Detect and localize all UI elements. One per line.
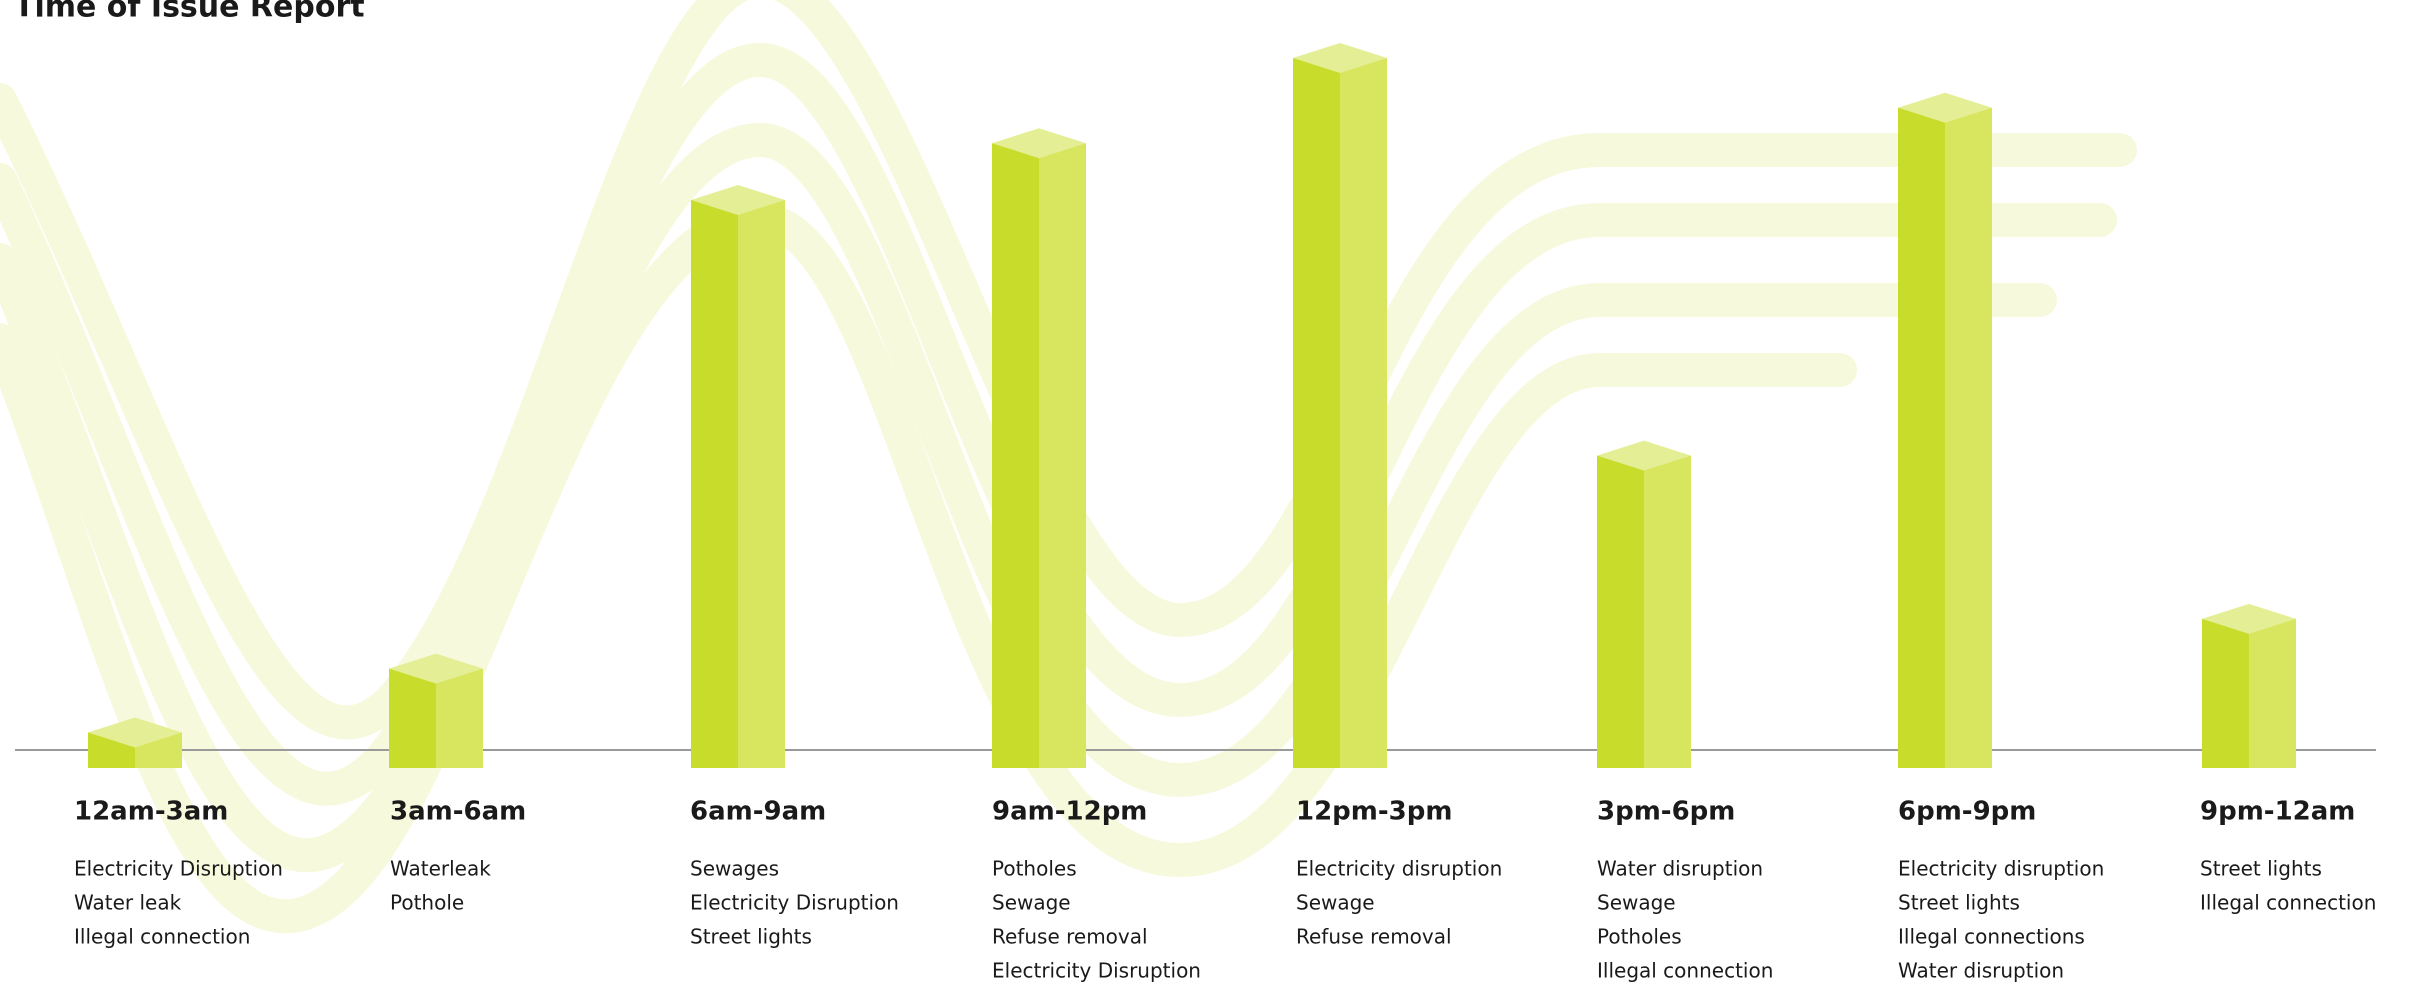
chart-title: Time of Issue Report xyxy=(14,0,365,25)
issue-label: Electricity disruption xyxy=(1296,857,1502,881)
issue-label: Electricity Disruption xyxy=(992,959,1201,983)
issue-label: Refuse removal xyxy=(992,925,1148,949)
bar-top xyxy=(389,653,483,684)
issue-label: Illegal connection xyxy=(1597,959,1773,983)
bar-top xyxy=(1293,43,1387,73)
bar-top xyxy=(1597,440,1691,471)
issue-label: Sewage xyxy=(1597,891,1676,915)
issue-label: Illegal connection xyxy=(2200,891,2376,915)
issue-label: Water leak xyxy=(74,891,182,915)
issue-label: Water disruption xyxy=(1898,959,2064,983)
bar xyxy=(389,668,436,768)
bar xyxy=(691,200,738,768)
issue-label: Street lights xyxy=(1898,891,2020,915)
bar xyxy=(1293,58,1340,768)
bar xyxy=(992,143,1039,768)
issue-label: Sewage xyxy=(992,891,1071,915)
category-label: 3am-6am xyxy=(390,797,526,827)
issue-label: Electricity disruption xyxy=(1898,857,2104,881)
bar-top xyxy=(2202,603,2296,634)
category-label: 9pm-12am xyxy=(2200,797,2355,827)
issue-label: Sewages xyxy=(690,857,779,881)
bar-top xyxy=(1898,92,1992,123)
category-label: 12am-3am xyxy=(74,797,228,827)
bar xyxy=(2202,618,2249,768)
issue-label: Waterleak xyxy=(390,857,491,881)
bar-side xyxy=(2249,618,2296,768)
bar-top xyxy=(88,717,182,748)
bar-side xyxy=(1945,107,1992,768)
issue-label: Refuse removal xyxy=(1296,925,1452,949)
issue-label: Electricity Disruption xyxy=(74,857,283,881)
issue-label: Potholes xyxy=(1597,925,1682,949)
category-label: 12pm-3pm xyxy=(1296,797,1452,827)
bar-side xyxy=(738,200,785,768)
category-label: 3pm-6pm xyxy=(1597,797,1735,827)
bar-side xyxy=(1039,143,1086,768)
bar-side xyxy=(1340,58,1387,768)
issue-label: Electricity Disruption xyxy=(690,891,899,915)
bar xyxy=(1597,455,1644,768)
bar-side xyxy=(436,668,483,768)
bar-side xyxy=(1644,455,1691,768)
issue-label: Illegal connections xyxy=(1898,925,2085,949)
category-label: 6pm-9pm xyxy=(1898,797,2036,827)
bar-top xyxy=(691,185,785,215)
issue-label: Sewage xyxy=(1296,891,1375,915)
issue-label: Water disruption xyxy=(1597,857,1763,881)
bar xyxy=(1898,107,1945,768)
issue-label: Street lights xyxy=(2200,857,2322,881)
category-label: 9am-12pm xyxy=(992,797,1147,827)
bar-top xyxy=(992,128,1086,159)
issue-label: Street lights xyxy=(690,925,812,949)
issue-label: Pothole xyxy=(390,891,464,915)
issue-label: Potholes xyxy=(992,857,1077,881)
category-label: 6am-9am xyxy=(690,797,826,827)
issue-label: Illegal connection xyxy=(74,925,250,949)
